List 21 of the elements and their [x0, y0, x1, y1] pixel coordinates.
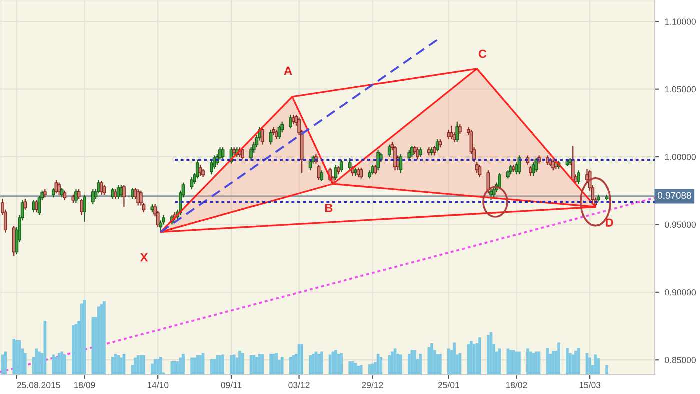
y-tick-label: 0.90000: [665, 289, 696, 296]
ref-line-label: 0.97088: [658, 192, 692, 199]
x-tick-label: 25.08.2015: [17, 382, 60, 388]
x-tick-label: 25/01: [438, 382, 460, 388]
annotation: D: [606, 218, 614, 227]
y-tick-label: 1.10000: [665, 18, 696, 25]
x-tick-label: 18/02: [506, 382, 528, 388]
annotation: X: [140, 253, 148, 262]
annotation: A: [284, 66, 292, 75]
annotation: C: [478, 50, 487, 58]
x-tick-label: 29/12: [362, 382, 384, 388]
x-tick-label: 09/11: [221, 382, 242, 388]
y-tick-label: 0.95000: [665, 222, 696, 228]
x-tick-label: 15/03: [580, 382, 601, 388]
y-tick-label: 1.05000: [665, 86, 696, 93]
x-tick-label: 03/12: [288, 382, 310, 388]
y-tick-label: 0.85000: [665, 357, 696, 364]
y-tick-label: 1.00000: [665, 154, 696, 160]
x-tick-label: 14/10: [148, 382, 169, 388]
x-tick-label: 18/09: [74, 382, 96, 388]
annotation: B: [326, 204, 333, 212]
